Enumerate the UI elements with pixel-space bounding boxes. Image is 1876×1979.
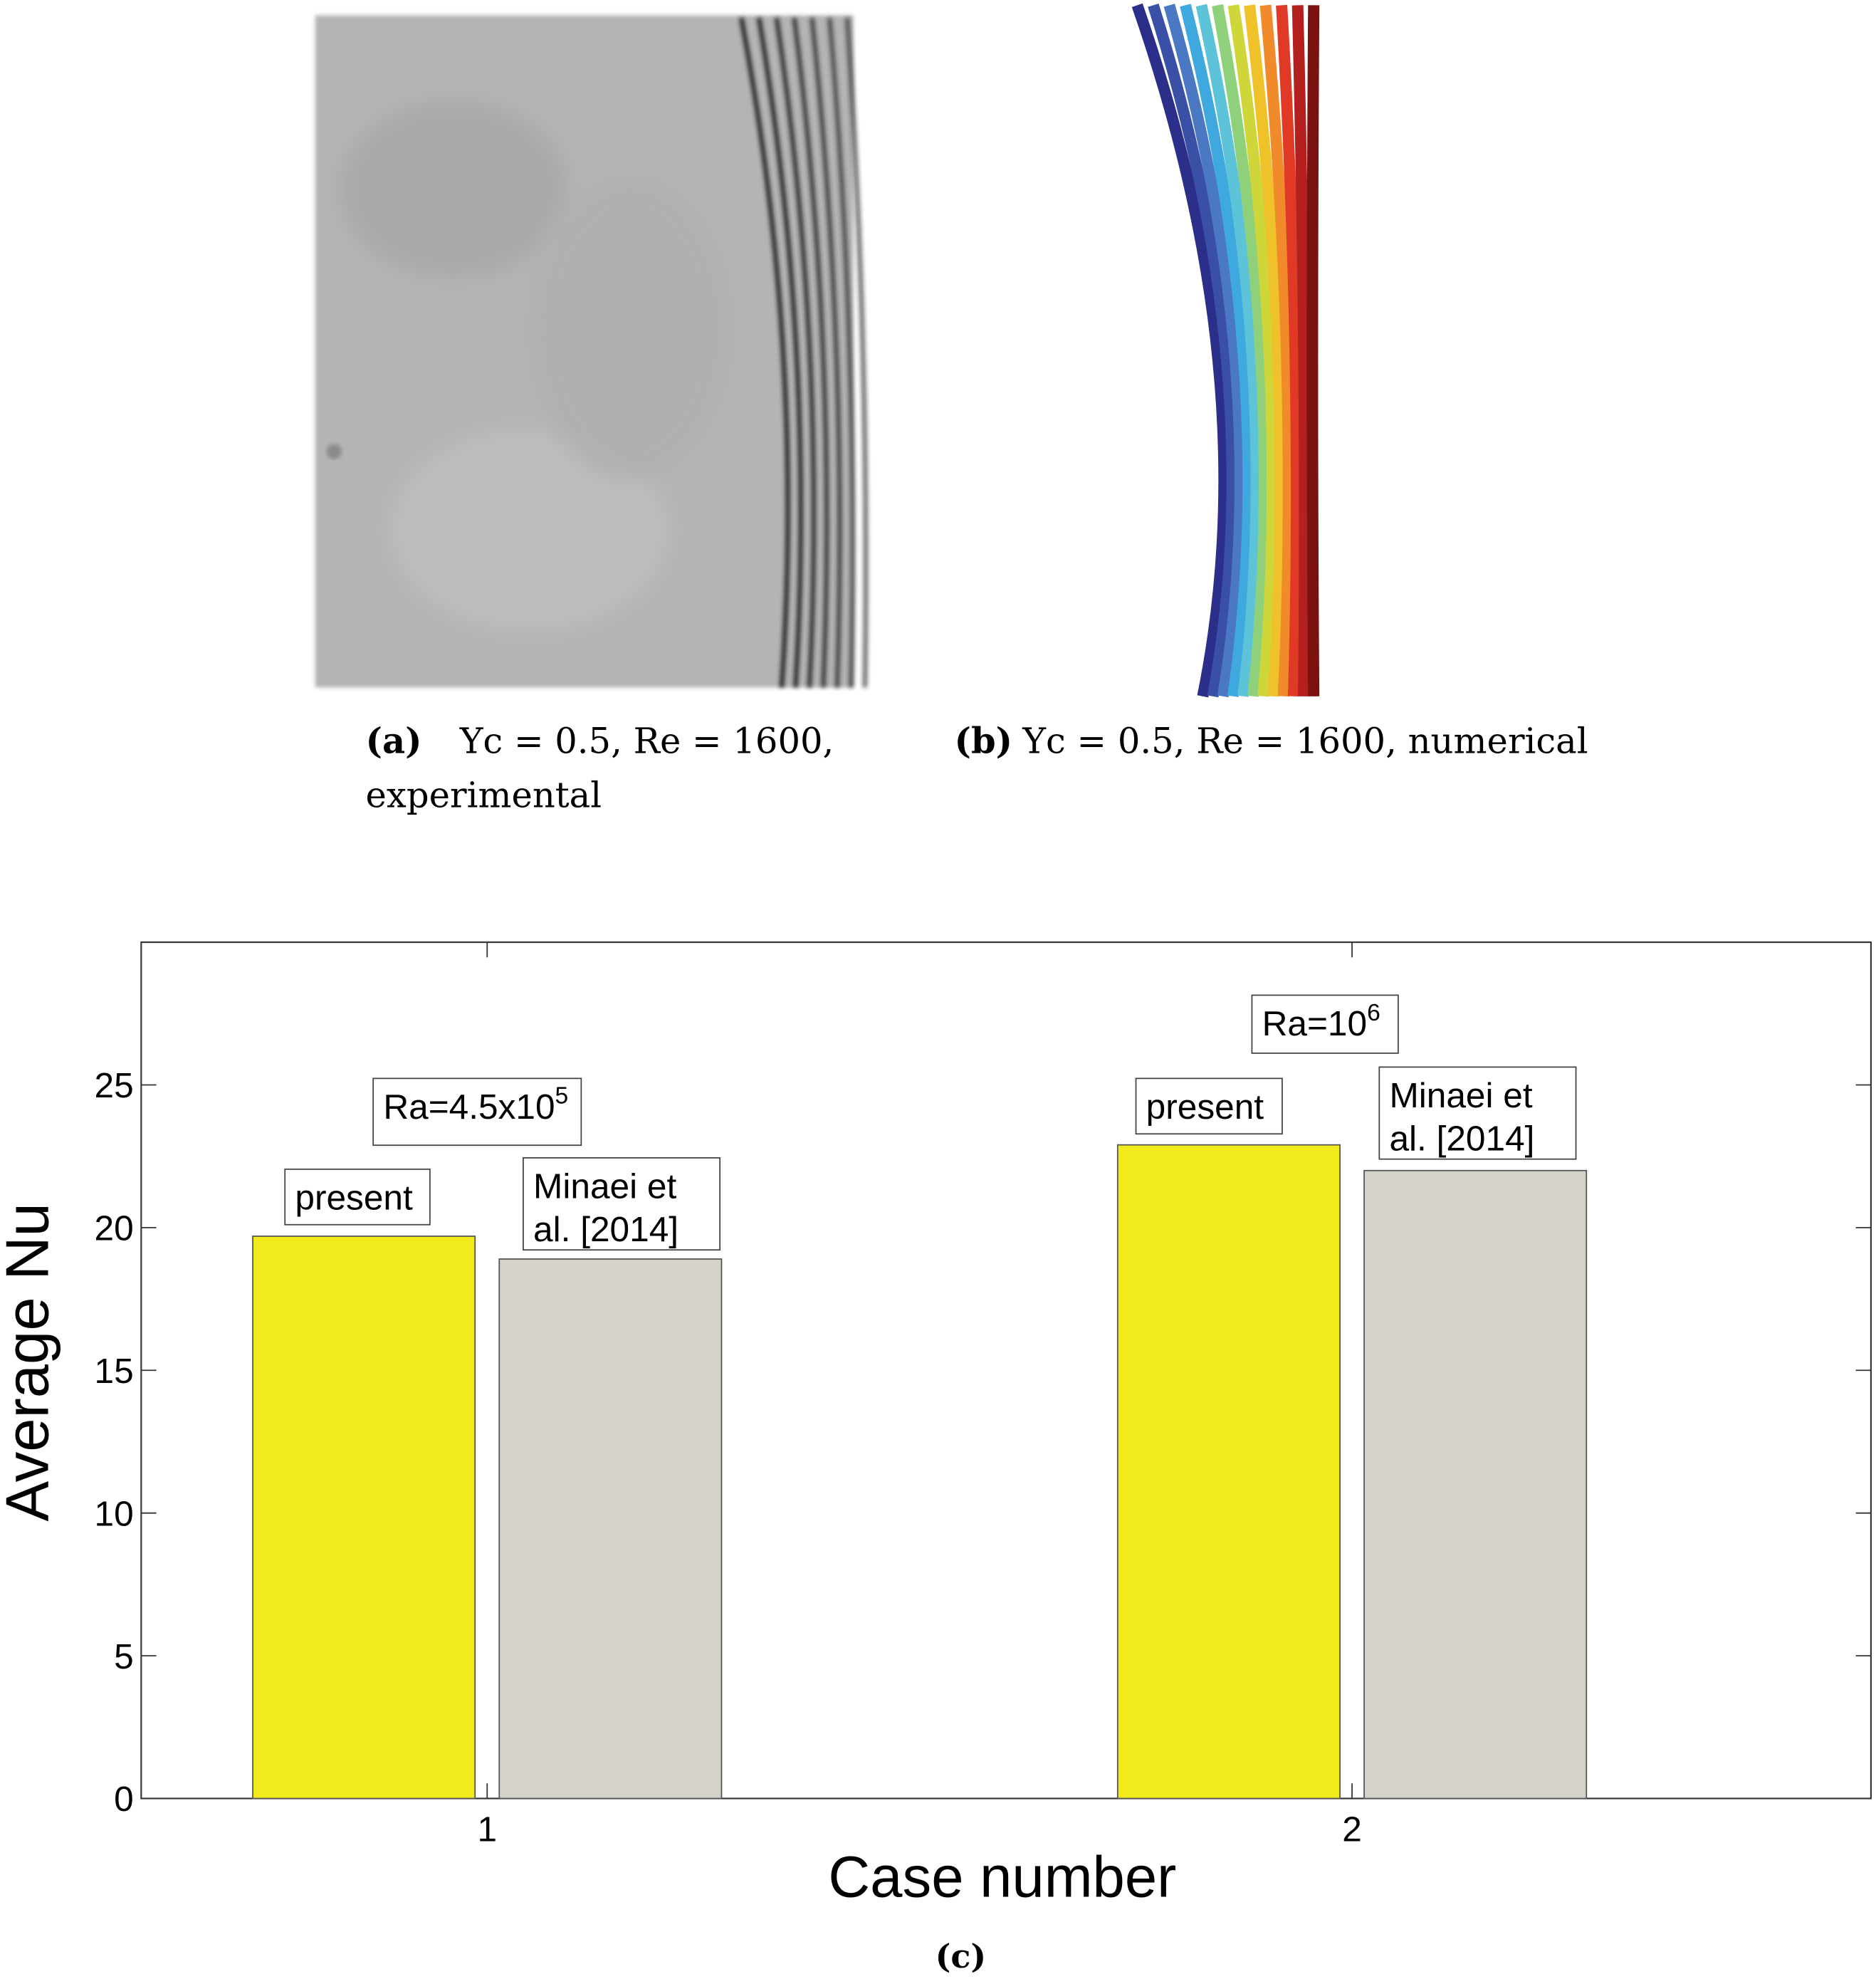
- contour-line: [1131, 3, 1230, 698]
- fringe-line: [827, 17, 856, 688]
- contour-line: [1291, 5, 1311, 696]
- y-tick-label: 20: [95, 1208, 134, 1248]
- bar-chart: 0 5 10 15 20 25 1 2 Ra=4.5x105 Ra=106 present Minae…: [95, 941, 1872, 1849]
- fringe-line: [809, 17, 843, 688]
- panel-a-caption-line2: experimental: [366, 775, 602, 816]
- x-tick-label: 1: [477, 1810, 497, 1849]
- annotation-text: Ra=106: [1262, 1000, 1380, 1043]
- annotation-text: Minaei et: [533, 1166, 676, 1206]
- label-present-case-1: present: [284, 1168, 431, 1226]
- panel-b-contours: [1131, 3, 1320, 698]
- fringe-line: [738, 17, 791, 688]
- contour-line: [1163, 4, 1246, 698]
- contour-line: [1306, 5, 1320, 696]
- fringe-line: [792, 17, 829, 688]
- x-axis-label: Case number: [828, 1845, 1176, 1910]
- panel-c-caption: (c): [936, 1937, 987, 1975]
- annotation-text: al. [2014]: [1389, 1118, 1534, 1158]
- annotation-text: al. [2014]: [533, 1209, 678, 1249]
- y-axis-label: Average Nu: [0, 1203, 61, 1521]
- y-tick-label: 5: [114, 1636, 134, 1676]
- contour-line: [1148, 3, 1238, 698]
- bar-minaei-case-1: [498, 1258, 723, 1800]
- annotation-text: present: [295, 1178, 413, 1218]
- y-tick-label: 0: [114, 1779, 134, 1819]
- contour-line: [1180, 4, 1254, 697]
- contour-line: [1195, 4, 1262, 697]
- contour-line: [1259, 4, 1294, 697]
- y-tick-label: 25: [95, 1065, 134, 1105]
- contour-line: [1227, 4, 1279, 697]
- fringe-line: [774, 17, 817, 688]
- annotation-ra-case-1: Ra=4.5x105: [372, 1077, 582, 1147]
- annotation-text: Minaei et: [1389, 1075, 1532, 1115]
- bar-present-case-2: [1116, 1144, 1341, 1800]
- bar-present-case-1: [252, 1236, 476, 1800]
- contour-line: [1276, 4, 1303, 697]
- annotation-text: Ra=4.5x105: [383, 1083, 568, 1127]
- fringe-line: [756, 17, 804, 688]
- bar-minaei-case-2: [1363, 1169, 1588, 1800]
- y-tick-label: 10: [95, 1493, 134, 1533]
- panel-b-caption: (b) Yc = 0.5, Re = 1600, numerical: [955, 719, 1588, 761]
- annotation-text: present: [1146, 1087, 1264, 1127]
- label-present-case-2: present: [1135, 1077, 1283, 1135]
- fringe-line: [844, 17, 869, 688]
- x-tick-label: 2: [1342, 1810, 1362, 1849]
- annotation-ra-case-2: Ra=106: [1251, 994, 1399, 1054]
- panel-a-caption: (a) Yc = 0.5, Re = 1600,: [366, 719, 834, 761]
- contour-line: [1244, 4, 1287, 697]
- y-tick-label: 15: [95, 1351, 134, 1391]
- interference-fringes: [738, 17, 869, 688]
- panel-a-image: [315, 15, 869, 688]
- contour-line: [1212, 4, 1270, 697]
